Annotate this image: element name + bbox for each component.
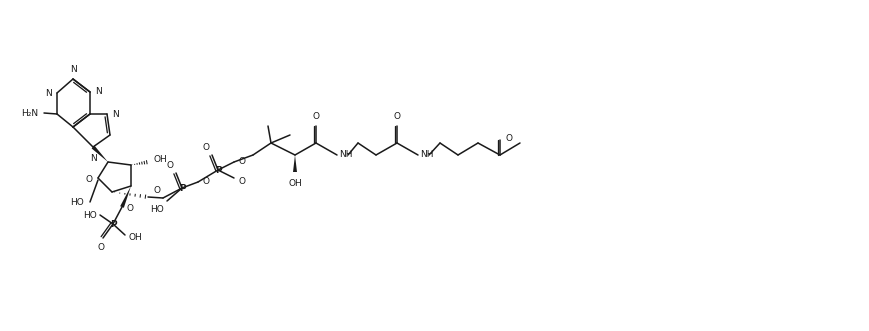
- Text: O: O: [85, 174, 92, 183]
- Text: OH: OH: [289, 179, 302, 188]
- Text: P: P: [215, 166, 222, 174]
- Text: N: N: [70, 65, 76, 74]
- Text: N: N: [90, 154, 96, 163]
- Text: O: O: [238, 176, 245, 185]
- Text: HO: HO: [150, 205, 164, 214]
- Text: NH: NH: [339, 150, 353, 159]
- Polygon shape: [120, 186, 131, 208]
- Text: N: N: [95, 86, 102, 96]
- Text: O: O: [202, 176, 209, 185]
- Text: O: O: [202, 143, 209, 152]
- Text: P: P: [179, 183, 185, 193]
- Text: O: O: [166, 161, 173, 170]
- Text: O: O: [313, 112, 320, 121]
- Text: NH: NH: [420, 150, 434, 159]
- Text: O: O: [97, 243, 104, 252]
- Text: O: O: [505, 133, 512, 143]
- Text: H₂N: H₂N: [21, 109, 38, 118]
- Text: P: P: [109, 219, 116, 228]
- Text: N: N: [112, 110, 119, 118]
- Text: HO: HO: [70, 198, 84, 207]
- Text: O: O: [126, 204, 133, 213]
- Text: O: O: [394, 112, 401, 121]
- Text: OH: OH: [153, 155, 167, 164]
- Polygon shape: [293, 155, 297, 172]
- Text: HO: HO: [83, 211, 97, 219]
- Text: O: O: [153, 186, 160, 195]
- Text: N: N: [45, 88, 52, 98]
- Polygon shape: [91, 146, 108, 162]
- Text: OH: OH: [128, 233, 142, 243]
- Text: O: O: [238, 157, 245, 166]
